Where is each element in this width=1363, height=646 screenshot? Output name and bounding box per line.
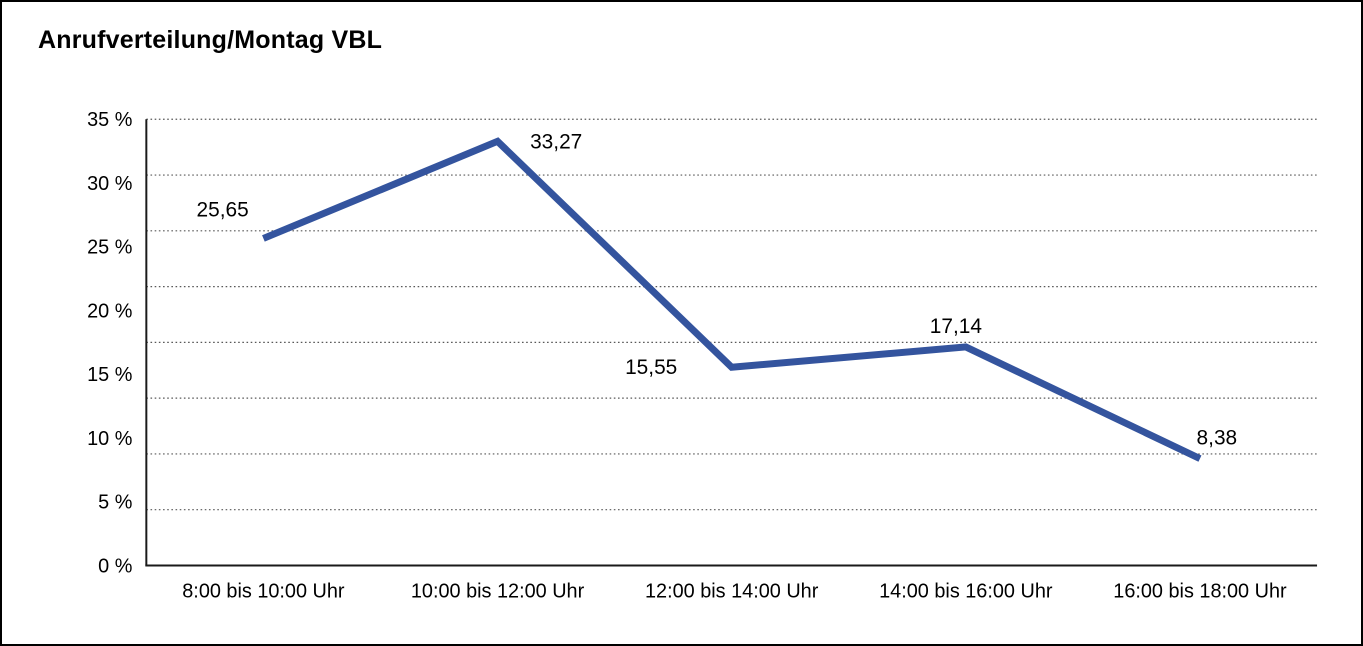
x-axis-label: 12:00 bis 14:00 Uhr bbox=[645, 580, 819, 602]
data-point-label: 17,14 bbox=[930, 315, 982, 338]
y-tick-label: 10 % bbox=[87, 428, 132, 450]
data-point-label: 25,65 bbox=[197, 199, 249, 222]
x-axis-label: 16:00 bis 18:00 Uhr bbox=[1113, 580, 1287, 602]
y-tick-label: 15 % bbox=[87, 364, 132, 386]
y-tick-label: 20 % bbox=[87, 300, 132, 322]
data-point-label: 15,55 bbox=[625, 356, 677, 379]
y-tick-label: 25 % bbox=[87, 237, 132, 259]
y-tick-label: 35 % bbox=[87, 109, 132, 131]
y-tick-label: 5 % bbox=[98, 492, 132, 514]
y-tick-label: 30 % bbox=[87, 173, 132, 195]
data-series-line bbox=[262, 137, 1202, 462]
x-axis-label: 8:00 bis 10:00 Uhr bbox=[182, 580, 345, 602]
chart-title: Anrufverteilung/Montag VBL bbox=[38, 26, 383, 54]
x-axis-label: 10:00 bis 12:00 Uhr bbox=[411, 580, 585, 602]
data-point-label: 33,27 bbox=[530, 130, 582, 153]
x-axis-label: 14:00 bis 16:00 Uhr bbox=[879, 580, 1053, 602]
y-tick-label: 0 % bbox=[98, 555, 132, 577]
data-point-label: 8,38 bbox=[1197, 427, 1238, 450]
